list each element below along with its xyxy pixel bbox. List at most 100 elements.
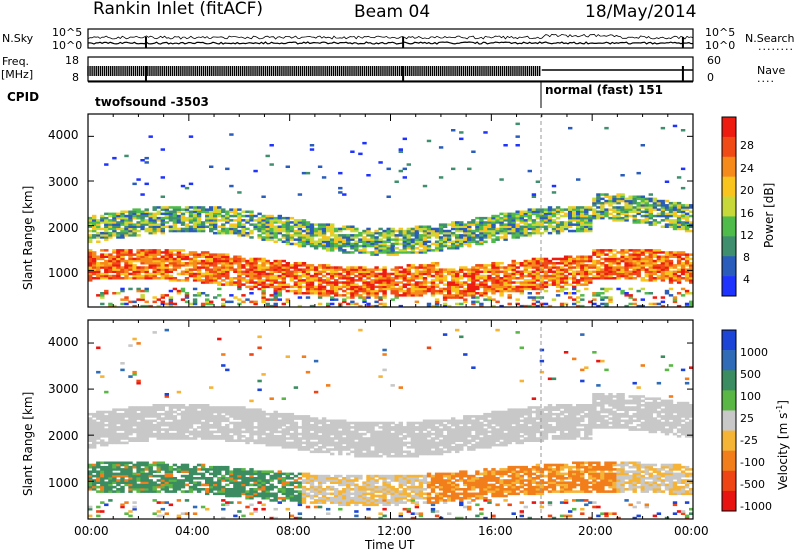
heatmap-cell bbox=[152, 262, 157, 265]
heatmap-cell bbox=[664, 277, 670, 280]
heatmap-cell bbox=[342, 274, 347, 278]
heatmap-cell bbox=[241, 210, 246, 213]
heatmap-cell bbox=[160, 302, 165, 306]
heatmap-cell bbox=[422, 287, 428, 291]
heatmap-cell bbox=[410, 244, 416, 248]
heatmap-cell bbox=[144, 262, 149, 265]
heatmap-cell bbox=[370, 244, 375, 248]
heatmap-cell bbox=[277, 287, 282, 291]
heatmap-cell bbox=[156, 485, 161, 489]
heatmap-cell bbox=[592, 264, 597, 267]
heatmap-cell bbox=[628, 302, 633, 306]
heatmap-cell bbox=[410, 283, 416, 286]
heatmap-cell bbox=[168, 470, 174, 473]
heatmap-cell bbox=[128, 510, 133, 513]
heatmap-cell bbox=[543, 208, 549, 211]
heatmap-cell bbox=[184, 268, 190, 271]
heatmap-cell bbox=[398, 251, 403, 254]
heatmap-cell bbox=[652, 249, 658, 252]
heatmap-cell bbox=[96, 435, 101, 438]
heatmap-cell bbox=[334, 234, 339, 237]
heatmap-cell bbox=[406, 294, 411, 297]
heatmap-cell bbox=[217, 281, 222, 284]
heatmap-cell bbox=[196, 272, 202, 276]
heatmap-cell bbox=[451, 272, 456, 276]
heatmap-cell bbox=[196, 488, 202, 491]
heatmap-cell bbox=[535, 259, 541, 263]
heatmap-cell bbox=[237, 510, 242, 513]
heatmap-cell bbox=[104, 274, 109, 278]
heatmap-cell bbox=[330, 268, 335, 271]
heatmap-cell bbox=[309, 281, 315, 284]
heatmap-cell bbox=[217, 423, 222, 427]
heatmap-cell bbox=[672, 219, 678, 222]
heatmap-cell bbox=[237, 490, 242, 493]
heatmap-cell bbox=[200, 251, 206, 254]
heatmap-cell bbox=[205, 214, 210, 218]
heatmap-cell bbox=[229, 208, 234, 211]
heatmap-cell bbox=[455, 238, 460, 241]
heatmap-cell bbox=[160, 195, 165, 198]
heatmap-cell bbox=[120, 415, 125, 418]
heatmap-cell bbox=[209, 219, 214, 222]
heatmap-cell bbox=[475, 272, 480, 276]
heatmap-cell bbox=[648, 214, 653, 218]
heatmap-cell bbox=[225, 277, 230, 280]
heatmap-cell bbox=[568, 292, 573, 295]
heatmap-cell bbox=[237, 266, 242, 269]
heatmap-cell bbox=[346, 281, 351, 284]
heatmap-cell bbox=[374, 279, 379, 282]
heatmap-cell bbox=[527, 231, 532, 235]
heatmap-cell bbox=[539, 223, 545, 226]
heatmap-cell bbox=[200, 468, 206, 471]
heatmap-cell bbox=[192, 465, 198, 469]
heatmap-cell bbox=[410, 266, 416, 269]
heatmap-cell bbox=[100, 481, 105, 484]
heatmap-cell bbox=[297, 193, 303, 196]
heatmap-cell bbox=[136, 421, 141, 425]
heatmap-cell bbox=[144, 488, 149, 491]
heatmap-cell bbox=[217, 229, 222, 233]
heatmap-cell bbox=[624, 262, 629, 265]
heatmap-cell bbox=[213, 227, 218, 231]
heatmap-cell bbox=[217, 408, 222, 411]
heatmap-cell bbox=[285, 238, 290, 241]
heatmap-cell bbox=[394, 236, 399, 239]
heatmap-cell bbox=[382, 236, 387, 239]
heatmap-cell bbox=[289, 270, 295, 273]
heatmap-cell bbox=[172, 259, 178, 263]
heatmap-cell bbox=[342, 244, 347, 248]
heatmap-cell bbox=[572, 229, 577, 233]
heatmap-cell bbox=[491, 219, 496, 222]
heatmap-cell bbox=[112, 472, 117, 476]
heatmap-cell bbox=[160, 221, 165, 224]
heatmap-cell bbox=[362, 141, 367, 145]
heatmap-cell bbox=[414, 231, 420, 235]
heatmap-cell bbox=[261, 266, 266, 269]
heatmap-cell bbox=[229, 277, 234, 280]
heatmap-cell bbox=[229, 214, 234, 218]
noise-traces bbox=[87, 33, 694, 48]
heatmap-cell bbox=[144, 257, 149, 261]
heatmap-cell bbox=[229, 470, 234, 473]
heatmap-cell bbox=[394, 270, 399, 273]
heatmap-cell bbox=[301, 236, 307, 239]
heatmap-cell bbox=[568, 208, 573, 211]
heatmap-cell bbox=[196, 208, 202, 211]
heatmap-cell bbox=[326, 264, 331, 267]
heatmap-cell bbox=[180, 410, 186, 414]
heatmap-cell bbox=[499, 289, 504, 293]
heatmap-cell bbox=[487, 279, 492, 282]
heatmap-cell bbox=[483, 234, 488, 237]
heatmap-cell bbox=[205, 490, 210, 493]
heatmap-cell bbox=[277, 264, 282, 267]
heatmap-cell bbox=[241, 488, 246, 491]
heatmap-cell bbox=[346, 251, 351, 254]
heatmap-cell bbox=[321, 236, 327, 239]
heatmap-cell bbox=[305, 274, 311, 278]
heatmap-cell bbox=[225, 257, 230, 261]
heatmap-cell bbox=[217, 208, 222, 211]
heatmap-cell bbox=[257, 264, 262, 267]
heatmap-cell bbox=[209, 468, 214, 471]
heatmap-cell bbox=[205, 412, 210, 416]
